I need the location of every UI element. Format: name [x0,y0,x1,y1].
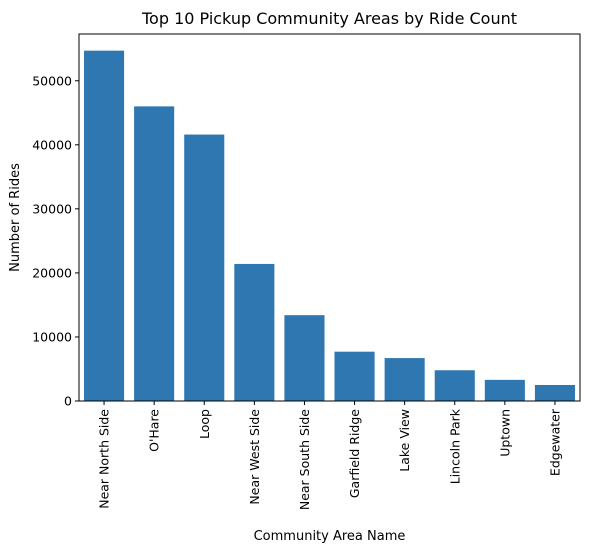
bar-5 [334,351,375,401]
x-tick-label-6: Lake View [397,409,412,472]
bar-3 [234,263,275,401]
x-tick-label-2: Loop [197,409,212,439]
bar-9 [534,384,575,401]
x-tick-label-1: O'Hare [147,409,162,452]
y-ticks-group: 0 10000 20000 30000 40000 50000 [32,73,79,409]
x-axis-label: Community Area Name [254,529,406,544]
bar-0 [84,50,125,401]
y-tick-label-3: 30000 [32,201,72,216]
x-tick-label-5: Garfield Ridge [347,409,362,498]
bars-group [84,50,575,402]
x-tick-label-3: Near West Side [247,409,262,505]
bar-1 [134,106,175,402]
bar-6 [384,358,425,401]
x-tick-label-8: Uptown [497,409,512,457]
x-tick-label-7: Lincoln Park [447,408,462,484]
x-tick-label-4: Near South Side [297,409,312,510]
x-tick-label-9: Edgewater [547,408,562,476]
x-ticks-group: Near North Side O'Hare Loop Near West Side N… [97,401,562,510]
bar-7 [434,370,475,401]
bar-4 [284,315,325,401]
y-tick-label-5: 50000 [32,73,72,88]
y-axis-label: Number of Rides [8,163,23,272]
y-tick-label-2: 20000 [32,265,72,280]
y-tick-label-4: 40000 [32,137,72,152]
chart-title: Top 10 Pickup Community Areas by Ride Co… [141,9,517,28]
bar-2 [184,134,225,402]
y-tick-label-1: 10000 [32,329,72,344]
y-tick-label-0: 0 [64,394,72,409]
x-tick-label-0: Near North Side [97,409,112,509]
bar-8 [484,379,525,401]
plot-frame [78,33,581,402]
